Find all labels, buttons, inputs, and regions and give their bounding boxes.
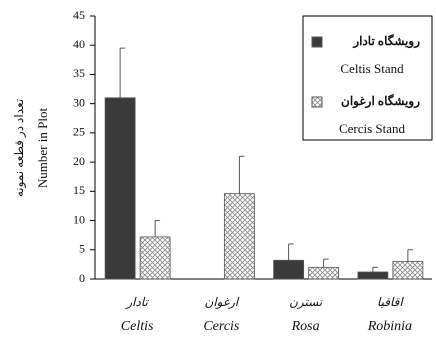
x-tick-label: Celtis bbox=[121, 319, 154, 334]
legend-label: Cercis Stand bbox=[339, 121, 406, 136]
y-tick-label: 10 bbox=[73, 212, 85, 226]
legend-label-fa: رویشگاه ارغوان bbox=[341, 93, 420, 109]
y-axis-label-fa: تعداد در قطعه نمونه bbox=[12, 99, 26, 197]
y-axis-label: Number in Plot bbox=[35, 108, 50, 189]
x-tick-label-fa: نسترن bbox=[289, 295, 323, 309]
bar bbox=[139, 236, 171, 280]
bar bbox=[273, 259, 305, 280]
y-tick-label: 25 bbox=[73, 125, 85, 139]
y-tick-label: 45 bbox=[73, 8, 85, 22]
y-tick-label: 0 bbox=[79, 271, 85, 285]
y-tick-label: 35 bbox=[73, 66, 85, 80]
y-tick-label: 30 bbox=[73, 95, 85, 109]
y-tick-label: 15 bbox=[73, 183, 85, 197]
legend-box bbox=[302, 15, 433, 141]
legend-label-fa: رویشگاه تادار bbox=[352, 33, 420, 49]
y-tick-label: 20 bbox=[73, 154, 85, 168]
y-tick-label: 40 bbox=[73, 37, 85, 51]
bar bbox=[223, 193, 255, 280]
x-tick-label: Rosa bbox=[291, 319, 320, 334]
legend-swatch bbox=[311, 96, 323, 108]
x-tick-label: Cercis bbox=[203, 319, 240, 334]
x-tick-label-fa: اقاقیا bbox=[377, 295, 404, 309]
legend-label: Celtis Stand bbox=[340, 61, 404, 76]
y-tick-label: 5 bbox=[79, 242, 85, 256]
legend-swatch bbox=[311, 36, 323, 48]
bar bbox=[104, 97, 136, 280]
x-tick-label-fa: ارغوان bbox=[205, 295, 240, 309]
bar bbox=[392, 261, 424, 280]
bar bbox=[357, 271, 389, 280]
x-tick-label-fa: تادار bbox=[124, 295, 149, 309]
x-tick-label: Robinia bbox=[367, 319, 412, 334]
bar bbox=[308, 266, 340, 280]
